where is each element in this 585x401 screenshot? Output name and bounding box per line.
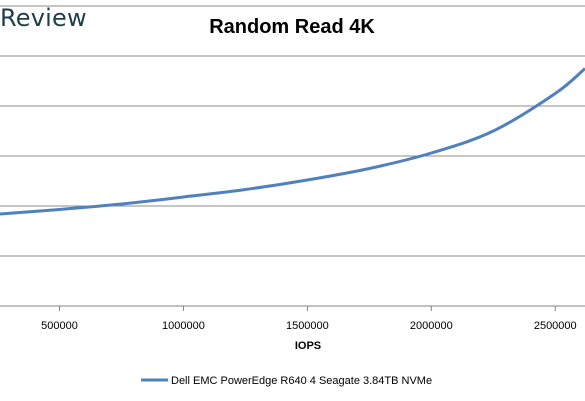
chart-title: Random Read 4K (209, 16, 375, 38)
x-tick-label: 2000000 (410, 320, 453, 332)
x-axis-label: IOPS (295, 340, 321, 352)
grid-lines (0, 5, 585, 307)
series-line (0, 67, 585, 216)
legend-label: Dell EMC PowerEdge R640 4 Seagate 3.84TB… (171, 375, 432, 387)
watermark-logo: Review (0, 4, 87, 32)
x-tick-label: 2500000 (534, 320, 577, 332)
series-lines (0, 67, 585, 216)
x-tick-labels: 500000 1000000 1500000 2000000 2500000 (41, 306, 577, 332)
x-tick-label: 1500000 (286, 320, 329, 332)
x-tick-label: 500000 (41, 320, 78, 332)
legend: Dell EMC PowerEdge R640 4 Seagate 3.84TB… (141, 375, 432, 387)
x-tick-label: 1000000 (162, 320, 205, 332)
